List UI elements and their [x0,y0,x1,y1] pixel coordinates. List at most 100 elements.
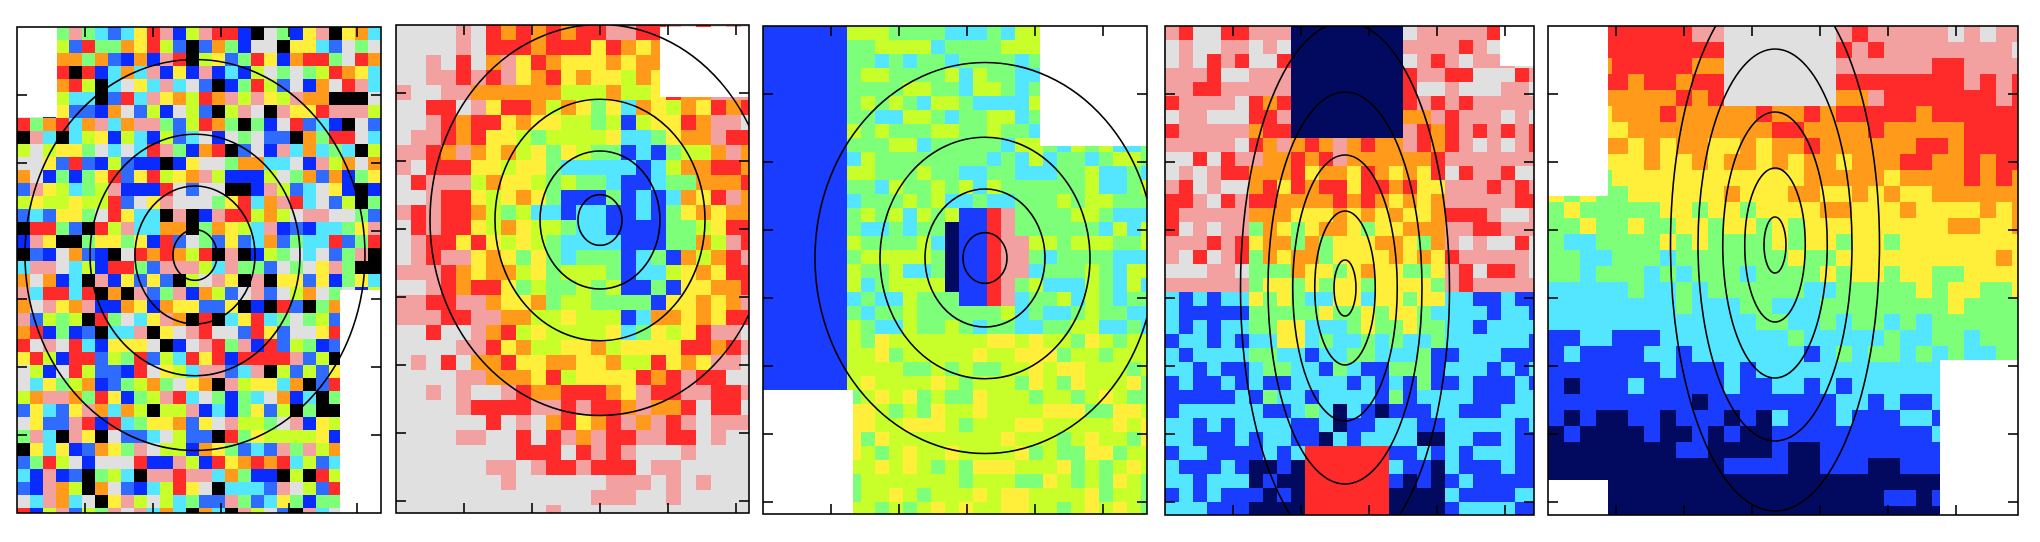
bin-cell [17,365,31,379]
bin-cell [17,248,31,262]
bin-cell [1948,282,1965,299]
bin-cell [1417,166,1432,181]
bin-cell [1417,292,1432,307]
bin-cell [186,339,200,353]
bin-cell [456,145,472,161]
bin-cell [329,326,343,340]
bin-cell [833,194,848,209]
bin-cell [1487,362,1502,377]
bin-cell [777,208,792,223]
bin-cell [1179,152,1194,167]
bin-cell [1644,106,1661,123]
bin-cell [1487,180,1502,195]
bin-cell [1644,490,1661,507]
bin-cell [1417,194,1432,209]
bin-cell [251,313,265,327]
bin-cell [316,391,330,405]
bin-cell [917,502,932,514]
bin-cell [741,160,749,176]
bin-cell [342,183,356,197]
bin-cell [561,115,577,131]
bin-cell [329,79,343,93]
bin-cell [486,85,502,101]
bin-cell [1708,506,1725,515]
bin-cell [238,443,252,457]
bin-cell [1029,376,1044,391]
bin-cell [546,310,562,326]
no-coverage-area [1940,360,2018,515]
bin-cell [741,130,749,146]
bin-cell [591,55,607,71]
bin-cell [1932,314,1949,331]
bin-cell [1403,334,1418,349]
bin-cell [741,505,749,513]
bin-cell [501,40,517,56]
bin-cell [945,502,960,514]
bin-cell [1628,346,1645,363]
bin-cell [2012,42,2018,59]
bin-cell [819,236,834,251]
bin-cell [1263,264,1278,279]
bin-cell [1333,446,1348,461]
bin-cell [1057,250,1072,265]
bin-cell [82,157,96,171]
bin-cell [251,508,265,513]
bin-cell [456,325,472,341]
bin-cell [1207,152,1222,167]
bin-cell [1277,376,1292,391]
bin-cell [696,430,712,446]
bin-cell [1529,278,1534,293]
bin-cell [1277,124,1292,139]
bin-cell [1708,154,1725,171]
bin-cell [1884,490,1901,507]
bin-cell [636,220,652,236]
bin-cell [606,235,622,251]
bin-cell [251,391,265,405]
bin-cell [199,170,213,184]
bin-cell [1473,264,1488,279]
bin-cell [277,222,291,236]
bin-cell [501,370,517,386]
bin-cell [973,404,988,419]
bin-cell [1473,376,1488,391]
bin-cell [329,196,343,210]
bin-cell [1179,54,1194,69]
bin-cell [1277,96,1292,111]
bin-cell [1207,166,1222,181]
bin-cell [1724,362,1741,379]
bin-cell [1071,474,1086,489]
bin-cell [987,250,1002,265]
bin-cell [1852,298,1869,315]
bin-cell [681,235,697,251]
bin-cell [212,469,226,483]
bin-cell [931,334,946,349]
bin-cell [1868,202,1885,219]
bin-cell [651,445,667,461]
bin-cell [1772,26,1789,43]
bin-cell [1403,208,1418,223]
bin-cell [486,115,502,131]
bin-cell [69,27,83,41]
bin-cell [1515,96,1530,111]
contour-line [962,231,1008,285]
bin-cell [945,376,960,391]
bin-cell [1347,138,1362,153]
bin-cell [1529,446,1534,461]
bin-cell [1756,186,1773,203]
bin-cell [342,144,356,158]
bin-cell [651,355,667,371]
bin-cell [1884,266,1901,283]
bin-cell [1361,418,1376,433]
bin-cell [1249,306,1264,321]
bin-cell [1291,82,1306,97]
bin-cell [1916,394,1933,411]
bin-cell [777,180,792,195]
bin-cell [1375,138,1390,153]
bin-cell [726,325,742,341]
bin-cell [1932,186,1949,203]
bin-cell [1347,166,1362,181]
bin-cell [160,222,174,236]
bin-cell [561,235,577,251]
bin-cell [501,415,517,431]
